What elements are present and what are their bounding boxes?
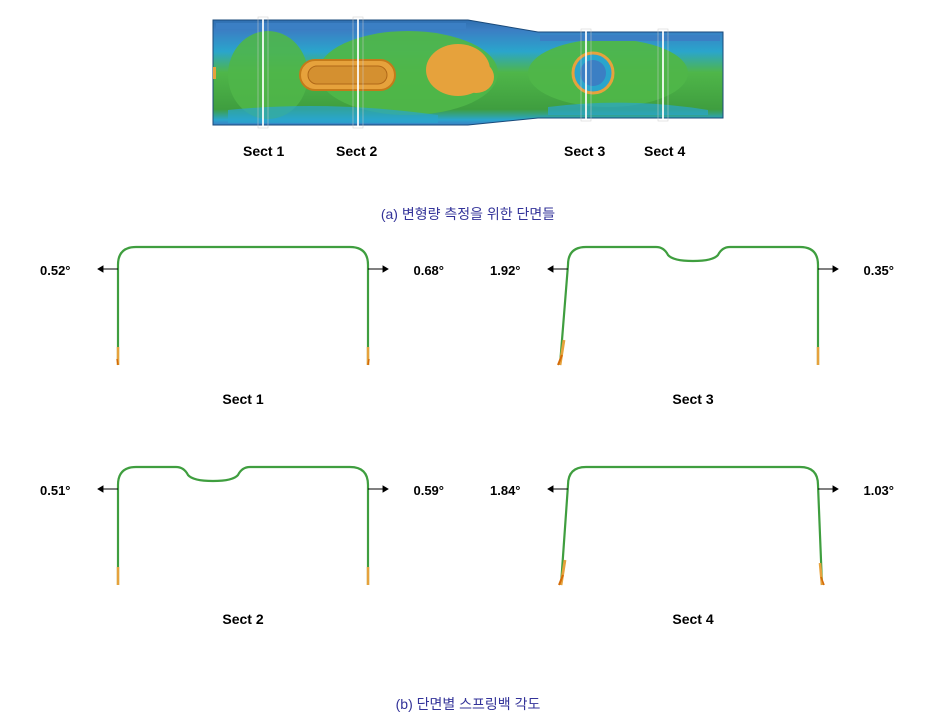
panel-sect1: 0.52° 0.68° Sect 1 (48, 235, 438, 405)
name-sect1: Sect 1 (222, 391, 263, 407)
profile-sect4 (538, 455, 848, 590)
angle-left-sect4: 1.84° (490, 483, 521, 498)
label-sect1: Sect 1 (243, 143, 284, 159)
angle-left-sect1: 0.52° (40, 263, 71, 278)
panel-sect3: 1.92° 0.35° Sect 3 (498, 235, 888, 405)
angle-right-sect1: 0.68° (413, 263, 444, 278)
angle-left-sect2: 0.51° (40, 483, 71, 498)
angle-right-sect4: 1.03° (863, 483, 894, 498)
angle-right-sect3: 0.35° (863, 263, 894, 278)
section-labels-row: Sect 1 Sect 2 Sect 3 Sect 4 (208, 143, 728, 165)
fea-model-render (208, 15, 728, 130)
angle-right-sect2: 0.59° (413, 483, 444, 498)
label-sect2: Sect 2 (336, 143, 377, 159)
angle-left-sect3: 1.92° (490, 263, 521, 278)
name-sect2: Sect 2 (222, 611, 263, 627)
profile-sect3 (538, 235, 848, 370)
figure-b-grid: 0.52° 0.68° Sect 1 1.92° 0.35° Sect 3 (48, 235, 888, 625)
label-sect4: Sect 4 (644, 143, 685, 159)
caption-a: (a) 변형량 측정을 위한 단면들 (0, 204, 936, 224)
label-sect3: Sect 3 (564, 143, 605, 159)
figure-a: Sect 1 Sect 2 Sect 3 Sect 4 (208, 15, 728, 165)
profile-sect2 (88, 455, 398, 590)
name-sect3: Sect 3 (672, 391, 713, 407)
name-sect4: Sect 4 (672, 611, 713, 627)
caption-b: (b) 단면별 스프링백 각도 (0, 694, 936, 714)
panel-sect2: 0.51° 0.59° Sect 2 (48, 455, 438, 625)
panel-sect4: 1.84° 1.03° Sect 4 (498, 455, 888, 625)
profile-sect1 (88, 235, 398, 370)
